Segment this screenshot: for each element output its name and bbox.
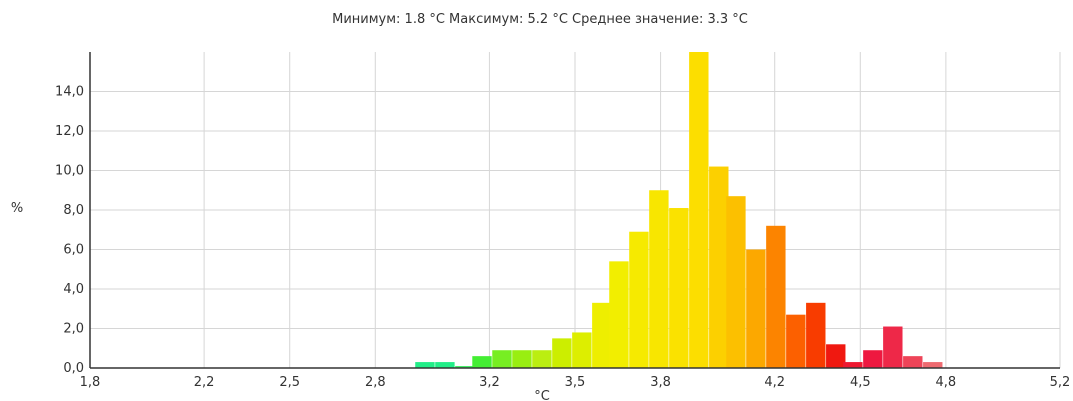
histogram-bar xyxy=(552,338,572,368)
y-tick-label: 12,0 xyxy=(55,124,84,139)
x-tick-label: 2,5 xyxy=(279,375,300,390)
histogram-bar xyxy=(592,302,612,368)
histogram-bar xyxy=(492,350,512,368)
x-tick-label: 1,8 xyxy=(80,375,101,390)
histogram-bar xyxy=(415,362,435,368)
histogram-bar xyxy=(843,362,863,368)
x-tick-label: 2,8 xyxy=(365,375,386,390)
histogram-bar xyxy=(806,302,826,368)
histogram-bar xyxy=(726,196,746,368)
y-tick-label: 14,0 xyxy=(55,85,84,100)
y-axis-label: % xyxy=(11,201,23,216)
x-tick-label: 2,2 xyxy=(194,375,215,390)
histogram-bar xyxy=(883,326,903,368)
y-tick-label: 6,0 xyxy=(63,243,84,258)
histogram-bar xyxy=(532,350,552,368)
histogram-bar xyxy=(923,362,943,368)
x-tick-label: 4,8 xyxy=(936,375,957,390)
histogram-bar xyxy=(435,362,455,368)
y-tick-label: 4,0 xyxy=(63,282,84,297)
histogram-bar xyxy=(472,356,492,368)
grid xyxy=(90,52,1061,368)
x-tick-label: 5,2 xyxy=(1050,375,1071,390)
tick-labels: 1,8 2,2 2,5 2,8 3,2 3,5 3,8 4,2 4,5 4,8 5,2 0,0 2,0 4… xyxy=(55,85,1070,391)
y-tick-label: 0,0 xyxy=(63,361,84,376)
bars xyxy=(415,52,943,368)
chart-title: Минимум: 1.8 °C Максимум: 5.2 °C Среднее… xyxy=(332,12,748,27)
histogram-bar xyxy=(689,52,709,368)
x-tick-label: 3,2 xyxy=(479,375,500,390)
histogram-bar xyxy=(649,190,669,368)
histogram-bar xyxy=(455,366,475,368)
histogram-bar xyxy=(669,208,689,368)
x-tick-label: 3,8 xyxy=(650,375,671,390)
histogram-bar xyxy=(512,350,532,368)
x-tick-label: 4,5 xyxy=(850,375,871,390)
histogram-bar xyxy=(863,350,883,368)
histogram-bar xyxy=(746,249,766,368)
histogram-bar xyxy=(786,314,806,368)
x-axis-label: °C xyxy=(534,389,550,401)
histogram-bar xyxy=(709,166,729,368)
axes xyxy=(89,52,1060,369)
histogram-bar xyxy=(609,261,629,368)
histogram-bar xyxy=(826,344,846,368)
histogram-bar xyxy=(572,332,592,368)
histogram-bar xyxy=(903,356,923,368)
x-tick-label: 3,5 xyxy=(565,375,586,390)
histogram-bar xyxy=(766,225,786,368)
y-tick-label: 2,0 xyxy=(63,322,84,337)
x-tick-label: 4,2 xyxy=(764,375,785,390)
histogram-bar xyxy=(629,231,649,368)
y-tick-label: 10,0 xyxy=(55,164,84,179)
y-tick-label: 8,0 xyxy=(63,203,84,218)
